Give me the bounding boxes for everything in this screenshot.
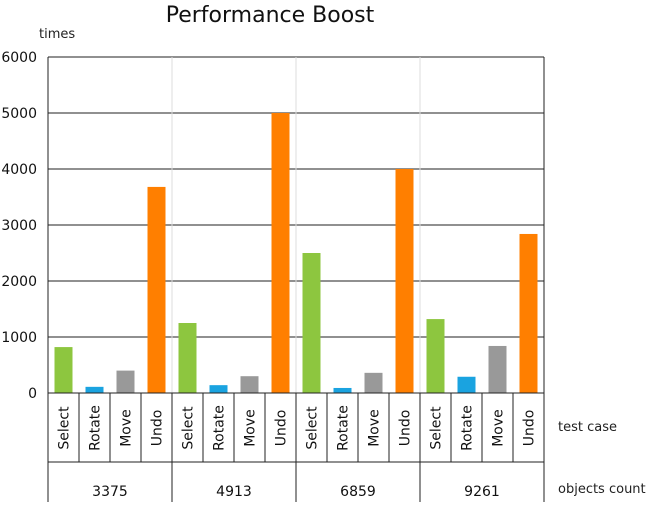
plot-frame [47, 57, 545, 502]
category-label: Undo [398, 410, 414, 447]
bar-select-6859 [302, 253, 321, 393]
category-label: Undo [150, 410, 166, 447]
category-label: Select [305, 406, 321, 450]
bar-move-4913 [240, 376, 259, 393]
bar-rotate-4913 [209, 385, 228, 393]
bar-rotate-3375 [85, 386, 104, 393]
y-axis-label: times [39, 27, 75, 42]
category-label: Select [429, 406, 445, 450]
chart-title: Performance Boost [166, 3, 375, 28]
group-label: 6859 [340, 484, 376, 500]
category-label: Move [491, 409, 507, 447]
y-tick-label: 5000 [1, 106, 37, 122]
bar-undo-6859 [395, 169, 414, 393]
category-label: Select [57, 406, 73, 450]
category-label: Undo [274, 410, 290, 447]
grid-lines [48, 56, 544, 393]
bar-move-9261 [488, 345, 507, 393]
bar-move-6859 [364, 372, 383, 393]
group-label: 4913 [216, 484, 252, 500]
bar-rotate-9261 [457, 376, 476, 393]
category-label: Undo [522, 410, 538, 447]
category-label: Rotate [336, 405, 352, 451]
category-labels: Select Rotate Move Undo Select Rotate Move Undo… [57, 405, 538, 451]
y-tick-label: 4000 [1, 162, 37, 178]
y-tick-label: 1000 [1, 330, 37, 346]
group-label: 3375 [92, 484, 128, 500]
y-tick-label: 3000 [1, 218, 37, 234]
category-label: Rotate [460, 405, 476, 451]
bar-undo-3375 [147, 186, 166, 393]
x-axis-label: test case [558, 420, 617, 435]
group-axis-label: objects count [558, 482, 646, 497]
category-label: Move [367, 409, 383, 447]
y-tick-label: 2000 [1, 274, 37, 290]
bar-move-3375 [116, 370, 135, 393]
category-label: Rotate [88, 405, 104, 451]
group-labels: 3375 4913 6859 9261 [92, 484, 500, 500]
bar-select-3375 [54, 347, 73, 393]
y-tick-labels: 0 1000 2000 3000 4000 5000 6000 [1, 50, 37, 402]
category-label: Move [119, 409, 135, 447]
bar-select-9261 [426, 319, 445, 393]
category-label: Rotate [212, 405, 228, 451]
category-label: Move [243, 409, 259, 447]
bar-undo-9261 [519, 233, 538, 393]
y-tick-label: 0 [28, 386, 37, 402]
y-tick-label: 6000 [1, 50, 37, 66]
bar-select-4913 [178, 323, 197, 393]
bars [54, 113, 538, 393]
group-label: 9261 [464, 484, 500, 500]
category-label: Select [181, 406, 197, 450]
bar-undo-4913 [271, 113, 290, 393]
bar-rotate-6859 [333, 387, 352, 393]
